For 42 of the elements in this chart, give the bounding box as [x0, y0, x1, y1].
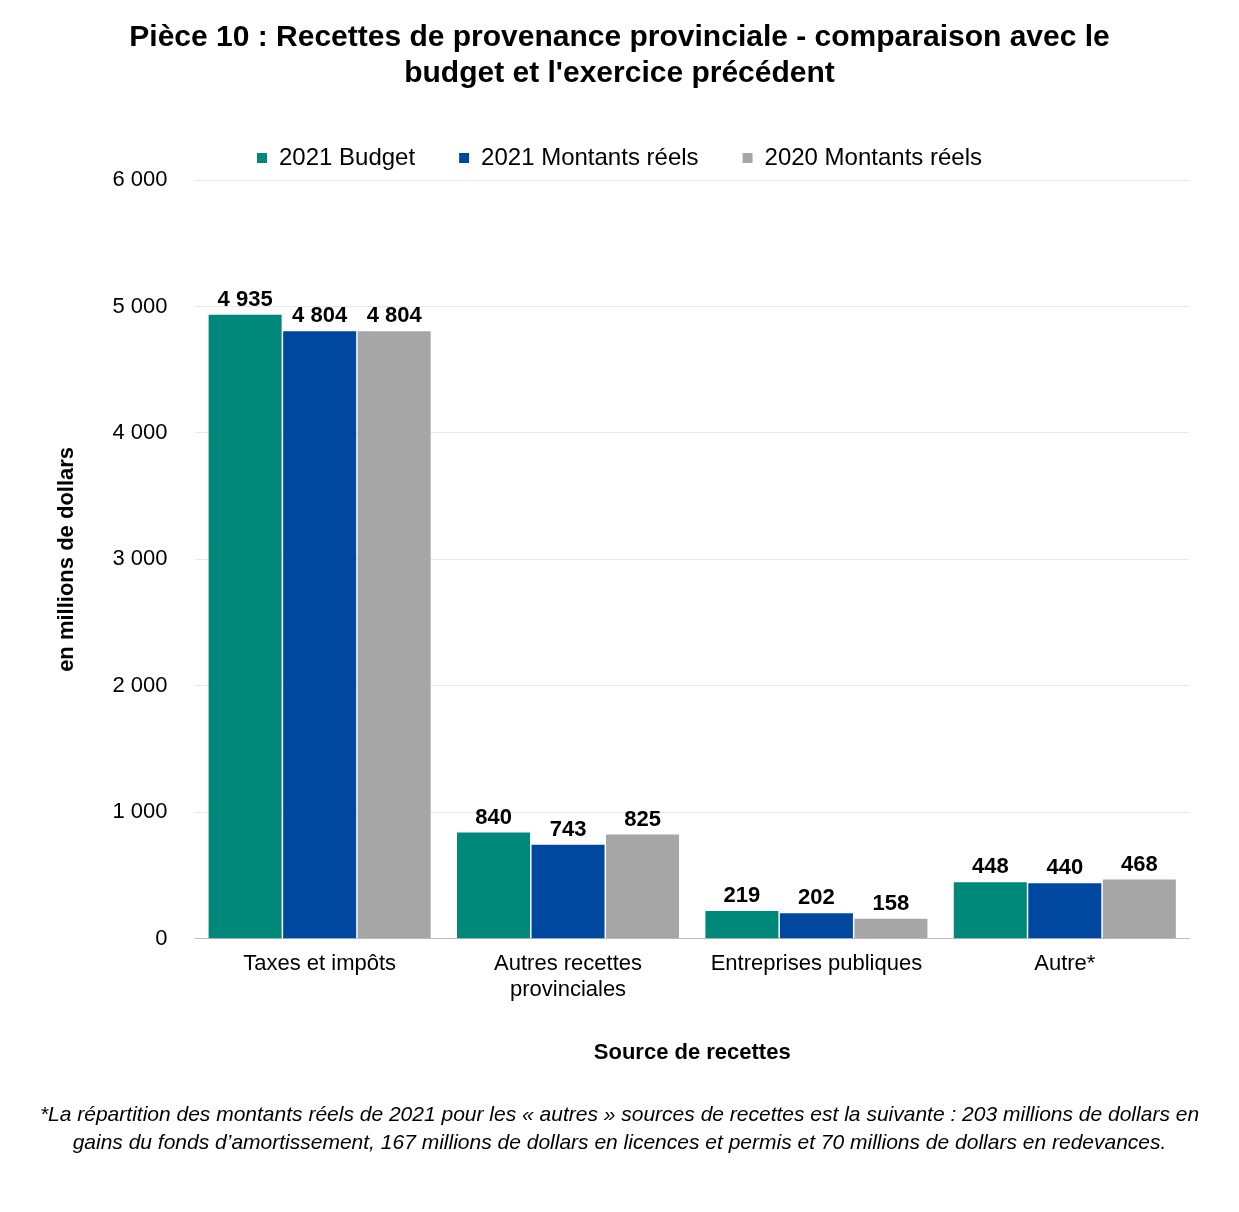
y-axis-title: en millions de dollars	[53, 446, 79, 672]
data-label: 743	[549, 815, 587, 841]
x-tick-label: Taxes et impôts	[243, 950, 397, 976]
bar	[283, 331, 357, 939]
x-tick-label: Entreprises publiques	[710, 950, 923, 976]
y-tick-label: 3 000	[112, 545, 168, 571]
bar	[606, 834, 680, 939]
x-axis-title: Source de recettes	[593, 1038, 791, 1064]
data-label: 202	[798, 884, 835, 910]
bar	[705, 911, 779, 939]
data-label: 440	[1046, 854, 1084, 880]
data-label: 4 804	[366, 302, 423, 328]
data-label: 825	[624, 805, 661, 831]
bar	[1102, 879, 1176, 939]
bar	[779, 913, 853, 939]
y-tick-label: 5 000	[112, 292, 168, 318]
data-label: 448	[971, 853, 1009, 879]
bar	[457, 832, 531, 939]
legend-label: 2020 Montants réels	[764, 142, 983, 170]
data-label: 840	[475, 803, 512, 829]
data-label: 4 804	[292, 302, 348, 328]
bar	[531, 844, 605, 939]
bar	[854, 918, 928, 939]
y-tick-label: 2 000	[112, 671, 168, 697]
data-label: 4 935	[217, 285, 273, 311]
data-label: 219	[723, 882, 761, 908]
y-tick-label: 1 000	[112, 798, 168, 824]
bar	[953, 882, 1027, 939]
y-tick-label: 6 000	[112, 166, 168, 192]
text: *La répartition des montants réels de 2021 pour les « autres » sources de recettes est la suivante : 203 millions de dollars en gains du fonds d’amortissement, 167 millions de dollars en licences et permis et 70 millions de dollars en redevances.	[38, 1101, 1201, 1155]
x-tick-label: Autres recettes provinciales	[494, 950, 643, 1002]
bar	[208, 314, 282, 939]
bar	[1028, 883, 1102, 939]
legend-label: 2021 Montants réels	[481, 142, 699, 170]
y-tick-label: 0	[155, 924, 168, 950]
legend-label: 2021 Budget	[278, 142, 416, 170]
data-label: 468	[1120, 850, 1158, 876]
bar	[357, 331, 431, 939]
y-tick-label: 4 000	[112, 419, 168, 444]
chart-title: Pièce 10 : Recettes de provenance provinciale - comparaison avec le budget et l'exercice précédent	[129, 19, 1110, 89]
x-tick-label: Autre*	[1034, 950, 1096, 976]
data-label: 158	[872, 889, 910, 915]
